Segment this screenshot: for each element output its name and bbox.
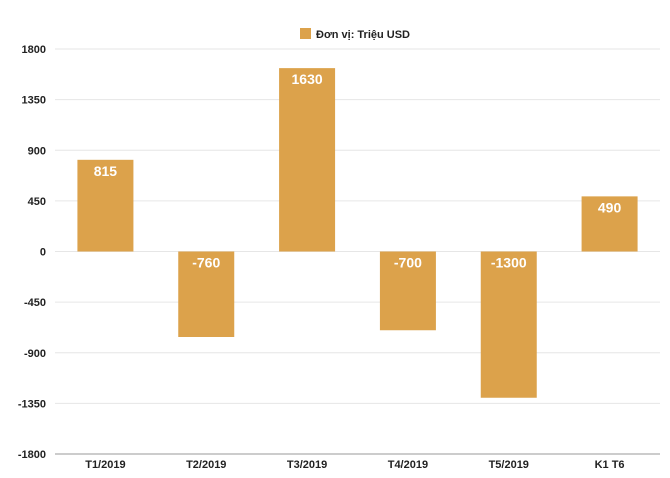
y-tick-label: 1800 (22, 44, 46, 56)
bars (77, 68, 638, 398)
data-labels: 815 -760 1630 -700 -1300 490 (94, 71, 622, 270)
data-label: -700 (394, 255, 422, 271)
bar-k1-t6 (581, 196, 638, 252)
data-label: 490 (598, 199, 622, 215)
y-tick-label: -450 (24, 297, 46, 309)
y-tick-label: -900 (24, 348, 46, 360)
data-label: 1630 (292, 71, 323, 87)
y-tick-label: 0 (40, 247, 46, 259)
data-label: 815 (94, 163, 118, 179)
legend-label: Đơn vị: Triệu USD (316, 29, 410, 41)
x-axis-tick-labels: T1/2019 T2/2019 T3/2019 T4/2019 T5/2019 K1 T6 (85, 459, 624, 471)
bar-t2-2019 (178, 251, 235, 337)
y-tick-label: 1350 (22, 95, 46, 107)
bar-t1-2019 (77, 159, 134, 252)
bar-t4-2019 (379, 251, 436, 331)
x-tick-label: T1/2019 (85, 459, 125, 471)
legend-swatch (300, 28, 311, 39)
data-label: -760 (192, 255, 220, 271)
y-tick-label: -1800 (18, 449, 46, 461)
bar-t5-2019 (480, 251, 537, 398)
bar-t3-2019 (279, 68, 336, 252)
y-tick-label: -1350 (18, 398, 46, 410)
x-tick-label: T3/2019 (287, 459, 327, 471)
data-label: -1300 (491, 255, 527, 271)
grid-lines (55, 48, 660, 455)
y-tick-label: 450 (28, 196, 46, 208)
chart-legend: Đơn vị: Triệu USD (300, 28, 410, 41)
x-tick-label: K1 T6 (595, 459, 625, 471)
y-axis-tick-labels: 1800 1350 900 450 0 -450 -900 -1350 -1800 (18, 44, 46, 461)
x-tick-label: T5/2019 (489, 459, 529, 471)
y-tick-label: 900 (28, 145, 46, 157)
x-tick-label: T2/2019 (186, 459, 226, 471)
x-tick-label: T4/2019 (388, 459, 428, 471)
